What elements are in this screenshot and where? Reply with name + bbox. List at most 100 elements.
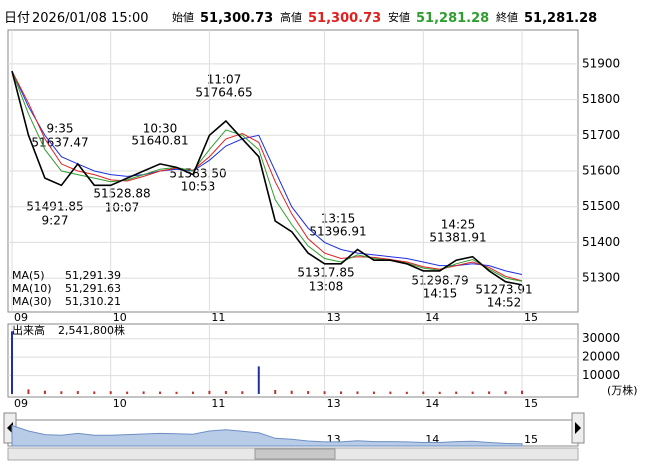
label: 高値: [280, 10, 302, 24]
volume-unit: (万株): [607, 383, 638, 397]
y-tick-label: 51700: [582, 128, 620, 142]
arrow: [575, 422, 581, 434]
bar: [126, 391, 129, 394]
annotation: 9:35: [47, 122, 74, 136]
bar: [405, 391, 408, 394]
bar: [504, 391, 507, 394]
x-tick-label: 14: [425, 397, 439, 410]
annotation: 51317.85: [297, 266, 354, 280]
volume-title: 出来高: [12, 323, 45, 337]
bar: [142, 391, 145, 394]
annotation: 14:15: [423, 287, 458, 301]
annotation: 10:07: [105, 201, 140, 215]
volume-pane: [7, 323, 579, 398]
bar: [43, 390, 46, 394]
annotation: 13:08: [309, 280, 344, 294]
bar: [241, 391, 244, 394]
annotation: 14:52: [487, 296, 522, 310]
y-tick-label: 10000: [582, 368, 620, 382]
label: 安値: [388, 10, 410, 24]
bar: [340, 391, 343, 394]
label: 始値: [172, 10, 194, 24]
annotation: 51273.91: [475, 283, 532, 297]
bar: [389, 391, 392, 394]
legend-value: 51,310.21: [65, 295, 121, 308]
x-tick-label: 09: [14, 311, 28, 324]
bar: [93, 391, 96, 394]
annotation: 9:27: [42, 214, 69, 228]
x-tick-label: 11: [211, 311, 225, 324]
x-tick-label: 11: [211, 397, 225, 410]
line: [11, 70, 523, 286]
annotation: 51764.65: [195, 86, 252, 100]
nav-tick-label: 15: [524, 433, 538, 446]
bar: [224, 391, 227, 394]
annotation: 51637.47: [31, 136, 88, 150]
bar: [323, 391, 326, 394]
bar: [455, 391, 458, 394]
bar: [27, 389, 30, 394]
volume-total: 2,541,800株: [58, 323, 125, 337]
legend-value: 51,291.63: [65, 282, 121, 295]
bar: [307, 391, 310, 394]
annotation: 51640.81: [131, 134, 188, 148]
bar: [372, 391, 375, 394]
bar: [175, 391, 178, 394]
y-tick-label: 20000: [582, 350, 620, 364]
annotation: 14:25: [441, 218, 476, 232]
y-tick-label: 51500: [582, 199, 620, 213]
bar: [11, 331, 13, 394]
x-tick-label: 13: [327, 397, 341, 410]
label: 日付: [4, 11, 30, 26]
bar: [290, 390, 293, 394]
label: 終値: [496, 10, 518, 24]
scroll-thumb[interactable]: [254, 448, 336, 460]
legend-name: MA(5): [12, 269, 45, 282]
close: 51,281.28: [524, 11, 597, 26]
annotation: 51396.91: [309, 225, 366, 239]
bar: [356, 391, 359, 394]
bar: [438, 391, 441, 394]
bar: [422, 391, 425, 394]
x-tick-label: 14: [425, 311, 439, 324]
legend-name: MA(30): [12, 295, 52, 308]
bar: [159, 391, 162, 394]
bar: [109, 391, 112, 394]
line: [11, 70, 523, 282]
annotation: 10:53: [181, 180, 216, 194]
bar: [471, 391, 474, 394]
legend-name: MA(10): [12, 282, 52, 295]
y-tick-label: 30000: [582, 331, 620, 345]
y-tick-label: 51400: [582, 235, 620, 249]
x-tick-label: 10: [113, 311, 127, 324]
legend-value: 51,291.39: [65, 269, 121, 282]
bar: [488, 391, 491, 394]
x-tick-label: 09: [14, 397, 28, 410]
bar: [191, 391, 194, 394]
annotation: 51528.88: [93, 187, 150, 201]
datetime: 2026/01/08 15:00: [32, 11, 149, 26]
y-tick-label: 51800: [582, 92, 620, 106]
y-tick-label: 51300: [582, 271, 620, 285]
x-tick-label: 13: [327, 311, 341, 324]
y-tick-label: 51600: [582, 164, 620, 178]
y-tick-label: 51900: [582, 56, 620, 70]
low: 51,281.28: [416, 11, 489, 26]
header: 日付 2026/01/08 15:00 始値 51,300.73 高値 51,3…: [4, 10, 597, 26]
x-tick-label: 15: [524, 311, 538, 324]
bar: [274, 389, 277, 394]
bar: [257, 366, 260, 394]
line: [11, 70, 523, 282]
line: [11, 70, 523, 275]
annotation: 51298.79: [411, 274, 468, 288]
annotation: 51381.91: [429, 231, 486, 245]
annotation: 13:15: [321, 212, 356, 226]
high: 51,300.73: [308, 11, 381, 26]
annotation: 10:30: [143, 122, 178, 136]
x-tick-label: 15: [524, 397, 538, 410]
nav-area: [11, 424, 523, 447]
open: 51,300.73: [200, 11, 273, 26]
bar: [208, 390, 211, 394]
